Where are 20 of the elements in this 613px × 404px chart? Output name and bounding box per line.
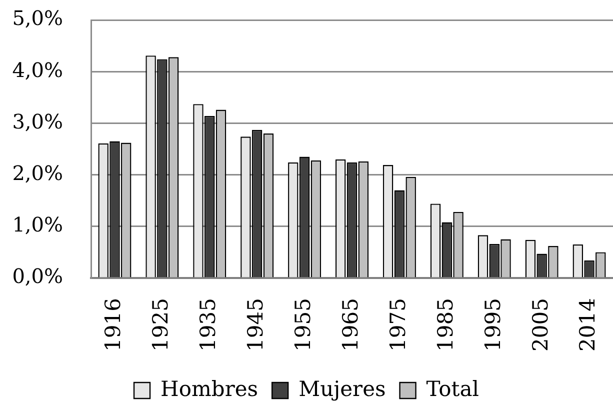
x-tick-label: 1995: [480, 298, 505, 352]
legend-label: Mujeres: [298, 376, 386, 401]
y-tick-label: 4,0%: [12, 58, 63, 82]
legend-label: Hombres: [160, 376, 258, 401]
x-tick-label: 2014: [576, 298, 600, 352]
y-tick-label: 3,0%: [12, 109, 63, 134]
x-tick-label: 1955: [291, 298, 315, 352]
x-tick-label: 2005: [528, 298, 552, 352]
x-tick-label: 1975: [386, 298, 410, 352]
x-tick-label: 1925: [148, 298, 173, 352]
x-tick-label: 1965: [338, 298, 362, 352]
x-tick-label: 1916: [101, 298, 126, 352]
y-tick-label: 2,0%: [12, 161, 63, 186]
y-tick-label: 1,0%: [12, 212, 63, 237]
x-tick-label: 1945: [244, 298, 268, 352]
legend-label: Total: [426, 376, 480, 401]
y-tick-label: 5,0%: [12, 6, 63, 30]
y-tick-label: 0,0%: [12, 264, 63, 288]
x-tick-label: 1935: [196, 298, 220, 352]
x-tick-label: 1985: [433, 298, 458, 352]
